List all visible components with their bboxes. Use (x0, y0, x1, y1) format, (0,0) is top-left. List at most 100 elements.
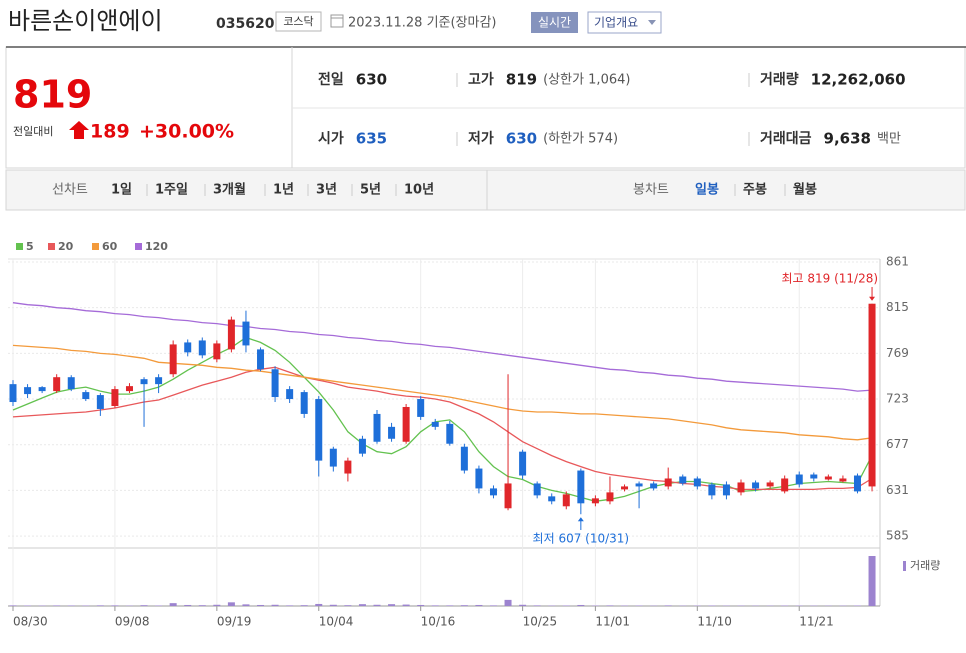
x-tick-label: 10/16 (421, 615, 456, 629)
realtime[interactable]: 실시간 (538, 16, 571, 30)
nav-period[interactable]: 주봉 (743, 183, 767, 198)
company[interactable]: 기업개요 (594, 16, 638, 30)
candle-body (636, 483, 643, 486)
candle-body (592, 498, 599, 503)
quote-label: 고가 (468, 72, 494, 88)
low-arrowhead (578, 517, 584, 521)
candle-body (810, 475, 817, 479)
candle-body (374, 414, 381, 442)
quote-value: 9,638 (824, 130, 871, 148)
candle-body (563, 494, 570, 506)
candle-body (767, 482, 774, 486)
candle-body (461, 447, 468, 471)
candle-body (242, 322, 249, 346)
change: 189 (90, 121, 130, 143)
volume-bar (213, 605, 220, 606)
volume-bar (53, 605, 60, 606)
volume-bar (577, 605, 584, 606)
moving-average-line (13, 303, 872, 391)
nav-period[interactable]: 1일 (111, 183, 132, 198)
quote-label: 전일 (318, 71, 344, 88)
low-annotation: 최저 607 (10/31) (533, 532, 630, 546)
volume-bar (461, 605, 468, 606)
quote-value: 819 (506, 71, 537, 89)
volume-bar (869, 556, 876, 606)
nav-period[interactable]: 5년 (360, 183, 381, 198)
x-tick-label: 10/25 (523, 615, 558, 629)
candle-body (839, 478, 846, 481)
x-tick-label: 11/21 (799, 615, 834, 629)
candle-body (738, 482, 745, 492)
nav-period[interactable]: 3개월 (213, 182, 246, 198)
price: 819 (13, 73, 92, 117)
candle-body (796, 475, 803, 485)
volume-bar (388, 604, 395, 606)
nav-period[interactable]: 일봉 (695, 183, 719, 198)
candle-body (534, 483, 541, 495)
volume-bar (286, 605, 293, 606)
volume-bar (665, 605, 672, 606)
candle-body (155, 377, 162, 384)
x-tick-label: 11/01 (595, 615, 630, 629)
candle-body (184, 342, 191, 352)
y-tick-label: 723 (886, 392, 909, 406)
volume-legend-swatch (903, 561, 906, 571)
candle-body (854, 476, 861, 492)
date: 2023.11.28 기준(장마감) (348, 16, 497, 31)
y-tick-label: 677 (886, 437, 909, 451)
nav-period[interactable]: 1년 (273, 183, 294, 198)
volume-bar (374, 605, 381, 606)
nav-label: 봉차트 (633, 183, 669, 198)
legend-swatch (48, 243, 55, 250)
volume-bar (111, 605, 118, 606)
y-tick-label: 815 (886, 300, 909, 314)
candle-body (141, 379, 148, 384)
candle-body (199, 340, 206, 355)
nav-period[interactable]: 월봉 (793, 182, 817, 198)
candle-body (650, 483, 657, 488)
stock-name: 바른손이앤에이 (8, 7, 163, 35)
candle-body (24, 387, 31, 394)
volume-bar (344, 605, 351, 606)
moving-average-line (13, 367, 872, 489)
candle-body (53, 377, 60, 391)
volume-bar (199, 605, 206, 606)
nav-period[interactable]: 3년 (316, 183, 337, 198)
candle-body (781, 478, 788, 491)
quote-label: 저가 (468, 131, 494, 147)
quote-value: 635 (356, 130, 387, 148)
quote-note: (하한가 574) (543, 132, 618, 147)
x-tick-label: 09/08 (115, 615, 150, 629)
candle-body (111, 389, 118, 406)
nav-bar (6, 170, 965, 210)
volume-bar (330, 605, 337, 606)
quote-label: 거래량 (760, 72, 799, 88)
nav-period[interactable]: 10년 (404, 183, 434, 198)
volume-bar (170, 603, 177, 606)
volume-bar (475, 605, 482, 606)
volume-bar (606, 605, 613, 606)
high-annotation: 최고 819 (11/28) (781, 272, 878, 286)
candle-body (68, 377, 75, 389)
candle-body (694, 478, 701, 486)
change-label: 전일대비 (13, 124, 53, 138)
volume-bar (432, 605, 439, 606)
legend-label: 60 (102, 240, 118, 253)
moving-average-line (13, 338, 872, 502)
volume-legend: 거래량 (910, 559, 940, 572)
volume-bar (141, 605, 148, 606)
candle-body (505, 483, 512, 508)
candle-body (272, 369, 279, 397)
candle-body (417, 399, 424, 417)
candle-body (825, 477, 832, 480)
legend-swatch (92, 243, 99, 250)
legend-swatch (16, 243, 23, 250)
x-tick-label: 11/10 (697, 615, 732, 629)
candle-body (490, 488, 497, 495)
candle-body (679, 477, 686, 484)
y-tick-label: 585 (886, 529, 909, 543)
candle-body (286, 389, 293, 399)
volume-bar (97, 605, 104, 606)
nav-period[interactable]: 1주일 (155, 183, 188, 198)
candle-body (388, 427, 395, 439)
